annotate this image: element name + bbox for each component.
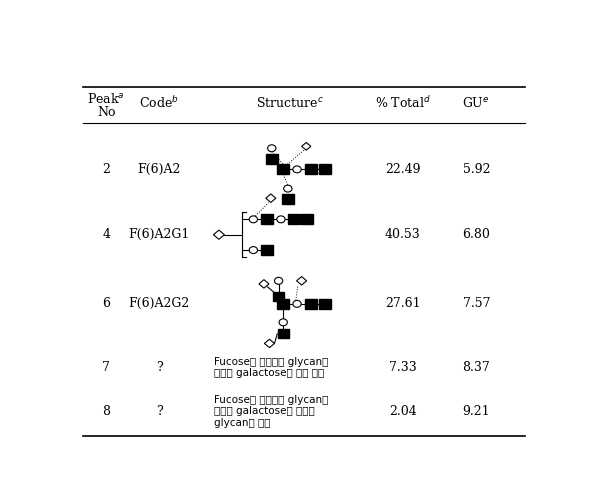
Bar (278, 164, 289, 174)
Polygon shape (213, 230, 224, 240)
Bar (288, 215, 300, 225)
Text: 6.80: 6.80 (463, 228, 490, 241)
Circle shape (275, 277, 283, 284)
Text: No: No (97, 106, 116, 119)
Text: F(6)A2: F(6)A2 (138, 163, 181, 176)
Text: 4: 4 (103, 228, 110, 241)
Circle shape (249, 247, 257, 253)
Text: Fucose가 붙어있는 glycan임: Fucose가 붙어있는 glycan임 (214, 356, 329, 366)
Bar (278, 329, 289, 338)
Bar (318, 164, 330, 174)
Text: 8.37: 8.37 (463, 361, 490, 374)
Polygon shape (296, 276, 307, 285)
Text: ?: ? (156, 361, 162, 374)
Text: ?: ? (156, 405, 162, 418)
Circle shape (277, 216, 285, 223)
Bar (282, 195, 294, 205)
Bar (278, 299, 289, 309)
Bar (261, 245, 273, 255)
Circle shape (293, 166, 301, 173)
Text: 40.53: 40.53 (385, 228, 420, 241)
Text: 7.57: 7.57 (463, 297, 490, 310)
Text: glycan은 아님: glycan은 아님 (214, 418, 271, 428)
Circle shape (293, 300, 301, 307)
Circle shape (283, 185, 292, 192)
Text: 27.61: 27.61 (385, 297, 420, 310)
Text: F(6)A2G2: F(6)A2G2 (129, 297, 190, 310)
Text: 7.33: 7.33 (389, 361, 417, 374)
Text: Peak$^a$: Peak$^a$ (87, 92, 125, 106)
Bar (301, 215, 313, 225)
Text: 2.04: 2.04 (389, 405, 417, 418)
Polygon shape (302, 143, 311, 150)
Circle shape (279, 319, 288, 326)
Text: F(6)A2G1: F(6)A2G1 (129, 228, 190, 241)
Polygon shape (259, 279, 269, 288)
Text: GU$^e$: GU$^e$ (463, 96, 490, 110)
Bar (318, 299, 330, 309)
Text: 22.49: 22.49 (385, 163, 420, 176)
Polygon shape (266, 194, 276, 203)
Circle shape (249, 216, 257, 223)
Text: Code$^b$: Code$^b$ (139, 95, 179, 111)
Bar (266, 154, 278, 164)
Text: Structure$^c$: Structure$^c$ (256, 96, 324, 110)
Bar (261, 215, 273, 225)
Bar (305, 299, 317, 309)
Bar (305, 164, 317, 174)
Text: 7: 7 (103, 361, 110, 374)
Text: 2: 2 (103, 163, 110, 176)
Text: 5.92: 5.92 (463, 163, 490, 176)
Text: 8: 8 (103, 405, 110, 418)
Bar (273, 292, 284, 301)
Text: 6: 6 (103, 297, 110, 310)
Text: 말단이 galactose로 되어 있음: 말단이 galactose로 되어 있음 (214, 368, 324, 378)
Circle shape (267, 145, 276, 152)
Text: % Total$^d$: % Total$^d$ (375, 95, 431, 111)
Text: 말단이 galactose로 끝나는: 말단이 galactose로 끝나는 (214, 407, 315, 417)
Text: 9.21: 9.21 (463, 405, 490, 418)
Polygon shape (264, 339, 275, 348)
Text: Fucose가 붙어있는 glycan임: Fucose가 붙어있는 glycan임 (214, 395, 329, 405)
